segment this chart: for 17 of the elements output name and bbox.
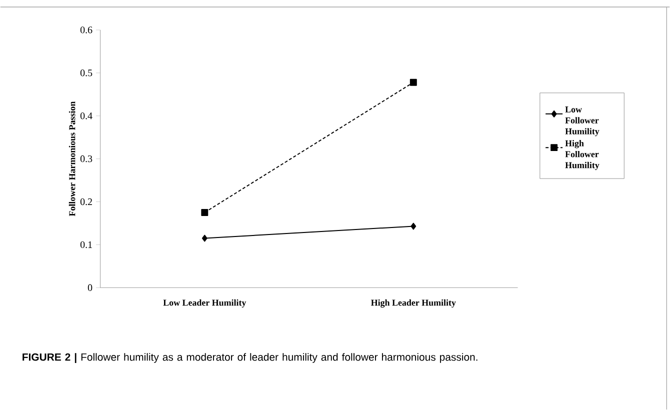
y-tick-label: 0.5 [80, 70, 92, 76]
x-tick-label: Low Leader Humility [163, 299, 246, 308]
x-tick-label: High Leader Humility [371, 299, 456, 308]
legend-label: High Follower Humility [565, 140, 600, 170]
y-tick-label: 0.3 [80, 155, 92, 162]
y-tick-label: 0.6 [80, 26, 92, 34]
point [202, 234, 208, 242]
legend-label: Low Follower Humility [565, 106, 600, 136]
text: FIGURE 2 | Follower humility as a moderator of leader humility and follower harmonious passion. [22, 353, 478, 364]
y-axis-title: Follower Harmonious Passion [68, 102, 76, 216]
y-tick-label: 0.1 [80, 241, 92, 248]
point [410, 78, 417, 86]
y-tick-label: 0 [88, 284, 92, 292]
y-tick-label: 0.4 [80, 112, 92, 120]
y-tick-label: 0.2 [80, 198, 92, 206]
point [201, 209, 208, 216]
point [410, 222, 416, 230]
